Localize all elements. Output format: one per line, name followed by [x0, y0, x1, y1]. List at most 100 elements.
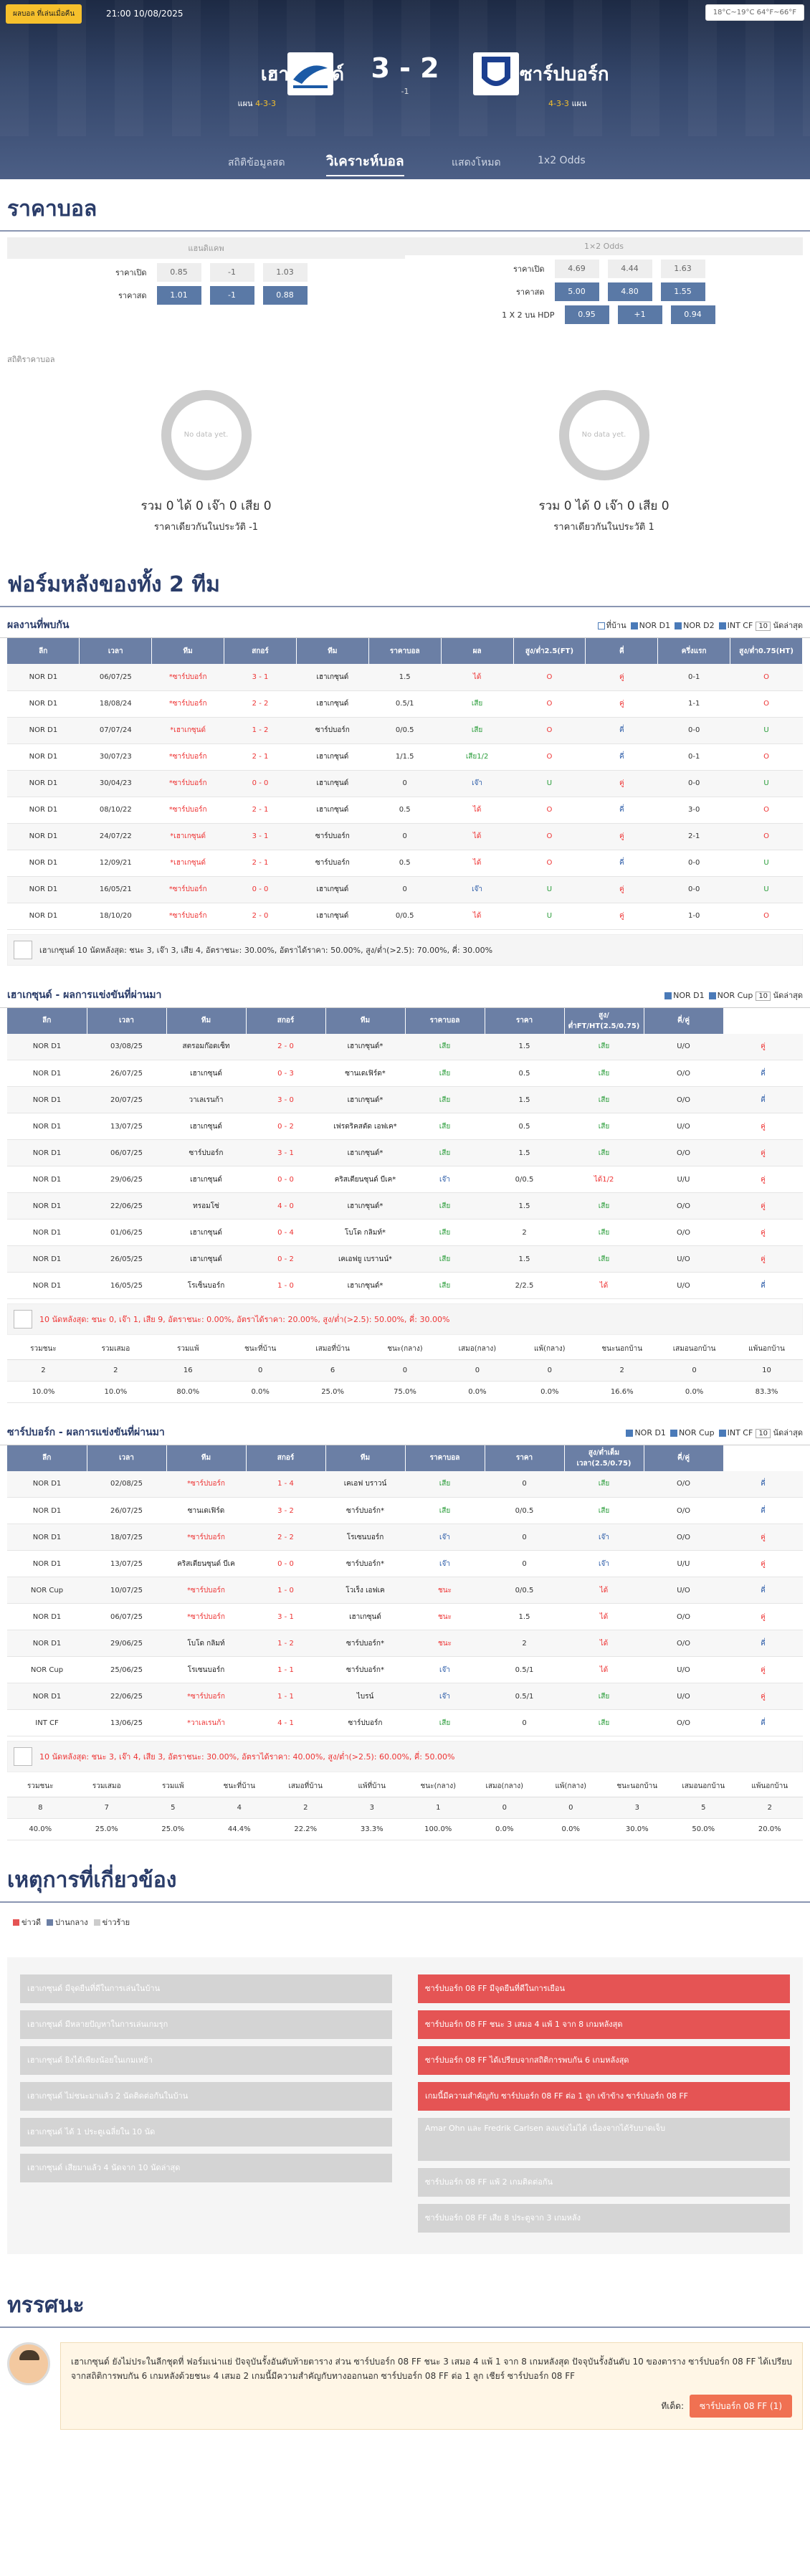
- match-row[interactable]: NOR Cup 25/06/25 โรเซนบอร์ก 1 - 1 ซาร์ปบอร์ก…: [7, 1656, 803, 1683]
- cell: ซาร์ปบอร์ก*: [325, 1497, 405, 1524]
- cell: 2 - 1: [224, 850, 297, 877]
- event-item: เฮาเกซุนด์ ไม่ชนะมาแล้ว 2 นัดติดต่อกันใน…: [20, 2081, 392, 2111]
- event-item: ซาร์ปบอร์ก 08 FF มีจุดยืนที่ดีในการเยือน: [418, 1974, 790, 2003]
- cell: U/U: [644, 1550, 723, 1577]
- cell: O/O: [644, 1219, 723, 1246]
- match-row[interactable]: INT CF 13/06/25 *วาเลเรนก้า 4 - 1 ซาร์ปบอร์ก…: [7, 1709, 803, 1736]
- match-row[interactable]: NOR D1 26/07/25 ซานเดเฟิร์ด 3 - 2 ซาร์ปบอร์ก…: [7, 1497, 803, 1524]
- cell: เฮาเกซุนด์*: [325, 1086, 405, 1113]
- cell: 07/07/24: [79, 717, 152, 744]
- cell: U: [730, 876, 803, 903]
- match-row[interactable]: NOR D1 22/06/25 ทรอมโซ่ 4 - 0 เฮาเกซุนด์* เสี…: [7, 1192, 803, 1220]
- match-row[interactable]: NOR D1 18/10/20 *ซาร์ปบอร์ก 2 - 0 เฮาเกซุนด์…: [7, 903, 803, 930]
- match-row[interactable]: NOR D1 26/05/25 เฮาเกซุนด์ 0 - 2 เคเอฟยู เบร…: [7, 1245, 803, 1273]
- cell: NOR D1: [7, 850, 80, 877]
- cell: 18/07/25: [87, 1524, 166, 1551]
- odds-stats-title: สถิติราคาบอล: [7, 355, 55, 364]
- cell: NOR D1: [7, 1166, 87, 1193]
- match-row[interactable]: NOR D1 13/07/25 เฮาเกซุนด์ 0 - 2 เฟรดริคสตัด…: [7, 1113, 803, 1140]
- match-row[interactable]: NOR D1 08/10/22 *ซาร์ปบอร์ก 2 - 1 เฮาเกซุนด์…: [7, 797, 803, 824]
- col-header: ราคาบอล: [368, 638, 442, 664]
- match-row[interactable]: NOR D1 18/08/24 *ซาร์ปบอร์ก 2 - 2 เฮาเกซุนด์…: [7, 690, 803, 718]
- cell: คู่: [723, 1033, 803, 1060]
- match-row[interactable]: NOR D1 24/07/22 *เฮาเกซุนด์ 3 - 1 ซาร์ปบอร์ก…: [7, 823, 803, 850]
- cell: 2: [485, 1630, 564, 1657]
- col-header: ทีม: [151, 638, 225, 664]
- match-row[interactable]: NOR D1 06/07/25 *ซาร์ปบอร์ก 3 - 1 เฮาเกซุนด์…: [7, 1603, 803, 1630]
- cell: เฮาเกซุนด์: [166, 1113, 246, 1140]
- odds-chart-right: No data yet. รวม 0 ได้ 0 เจ๊า 0 เสีย 0 ราค…: [405, 369, 803, 555]
- match-row[interactable]: NOR D1 22/06/25 *ซาร์ปบอร์ก 1 - 1 ไบรน์ เจ๊า 0…: [7, 1683, 803, 1710]
- away-form-table: ลีก เวลา ทีม สกอร์ ทีม ราคาบอล ราคา สูง/ต่ำเต็ม…: [7, 1445, 803, 1736]
- cell: คี่: [723, 1086, 803, 1113]
- home-stats-table: รวมชนะ รวมเสมอ รวมแพ้ ชนะที่บ้าน เสมอที่บ้าน…: [7, 1339, 803, 1403]
- tab-analysis[interactable]: วิเคราะห์บอล: [326, 151, 404, 176]
- cell: U/O: [644, 1033, 723, 1060]
- cell: 2-1: [657, 823, 730, 850]
- match-row[interactable]: NOR D1 06/07/25 ซาร์ปบอร์ก 3 - 1 เฮาเกซุนด์*…: [7, 1139, 803, 1166]
- cell: เจ๊า: [564, 1524, 644, 1551]
- cell: U/O: [644, 1683, 723, 1710]
- cell: 0-0: [657, 876, 730, 903]
- cell: *ซาร์ปบอร์ก: [151, 903, 224, 930]
- cell: 1/1.5: [368, 743, 442, 771]
- cell: 1.5: [485, 1192, 564, 1220]
- cell: U/O: [644, 1577, 723, 1604]
- away-form-bar: ซาร์ปบอร์ก - ผลการแข่งขันที่ผ่านมา NOR D…: [0, 1420, 810, 1445]
- tab-lineup[interactable]: แสดงโหมด: [452, 157, 501, 168]
- away-team-logo[interactable]: [473, 52, 519, 95]
- match-row[interactable]: NOR D1 18/07/25 *ซาร์ปบอร์ก 2 - 2 โรเซนบอร์ก…: [7, 1524, 803, 1551]
- pick-button[interactable]: ซาร์ปบอร์ก 08 FF (1): [690, 2394, 792, 2418]
- cell: เสีย: [564, 1086, 644, 1113]
- cell: เสีย: [405, 1192, 485, 1220]
- cell: 2 - 0: [224, 903, 297, 930]
- match-row[interactable]: NOR D1 03/08/25 สตรอมก๊อดเซ็ท 2 - 0 เฮาเกซุน…: [7, 1033, 803, 1060]
- tab-1x2-odds[interactable]: 1x2 Odds: [538, 155, 586, 166]
- cell: O/O: [644, 1086, 723, 1113]
- cell: ได้1/2: [564, 1166, 644, 1193]
- col-header: ลีก: [7, 638, 80, 664]
- match-row[interactable]: NOR D1 02/08/25 *ซาร์ปบอร์ก 1 - 4 เคเอฟ บราว…: [7, 1470, 803, 1498]
- match-row[interactable]: NOR D1 13/07/25 คริสเตียนซุนด์ บีเค 0 - 0 ซา…: [7, 1550, 803, 1577]
- match-row[interactable]: NOR D1 26/07/25 เฮาเกซุนด์ 0 - 3 ซานเดเฟิร์ด…: [7, 1060, 803, 1087]
- 1x2-header: 1×2 Odds: [405, 237, 803, 255]
- match-row[interactable]: NOR D1 16/05/25 โรเซ็นบอร์ก 1 - 0 เฮาเกซุนด์…: [7, 1272, 803, 1299]
- cell: NOR D1: [7, 690, 80, 718]
- analyst-avatar: [7, 2342, 50, 2385]
- match-row[interactable]: NOR D1 20/07/25 วาเลเรนก้า 3 - 0 เฮาเกซุนด์*…: [7, 1086, 803, 1113]
- match-row[interactable]: NOR D1 29/06/25 โบโด กลิมท์ 1 - 2 ซาร์ปบอร์ก…: [7, 1630, 803, 1657]
- cell: U: [730, 770, 803, 797]
- match-row[interactable]: NOR D1 01/06/25 เฮาเกซุนด์ 0 - 4 โบโด กลิมท์…: [7, 1219, 803, 1246]
- tab-live-stats[interactable]: สถิติข้อมูลสด: [228, 157, 285, 168]
- cell: เฮาเกซุนด์: [166, 1060, 246, 1087]
- event-item: เฮาเกซุนด์ ได้ 1 ประตูเฉลี่ยใน 10 นัด: [20, 2117, 392, 2147]
- cell: เจ๊า: [405, 1656, 485, 1683]
- cell: 24/07/22: [79, 823, 152, 850]
- match-row[interactable]: NOR D1 16/05/21 *ซาร์ปบอร์ก 0 - 0 เฮาเกซุนด์…: [7, 876, 803, 903]
- cell: 08/10/22: [79, 797, 152, 824]
- cell: U: [730, 850, 803, 877]
- cell: O: [730, 690, 803, 718]
- match-row[interactable]: NOR D1 30/07/23 *ซาร์ปบอร์ก 2 - 1 เฮาเกซุนด์…: [7, 743, 803, 771]
- match-row[interactable]: NOR D1 07/07/24 *เฮาเกซุนด์ 1 - 2 ซาร์ปบอร์ก…: [7, 717, 803, 744]
- cell: โบโด กลิมท์*: [325, 1219, 405, 1246]
- events-legend: ข่าวดี ปานกลาง ข่าวร้าย: [0, 1909, 810, 1936]
- match-row[interactable]: NOR Cup 10/07/25 *ซาร์ปบอร์ก 1 - 0 โวเร็ง เอ…: [7, 1577, 803, 1604]
- match-row[interactable]: NOR D1 29/06/25 เฮาเกซุนด์ 0 - 0 คริสเตียนซุ…: [7, 1166, 803, 1193]
- cell: 1-0: [657, 903, 730, 930]
- cell: 2 - 2: [224, 690, 297, 718]
- match-row[interactable]: NOR D1 30/04/23 *ซาร์ปบอร์ก 0 - 0 เฮาเกซุนด์…: [7, 770, 803, 797]
- home-team-logo[interactable]: [287, 52, 333, 95]
- cell: 0 - 4: [246, 1219, 325, 1246]
- cell: 0.5/1: [485, 1683, 564, 1710]
- last-night-results-button[interactable]: ผลบอล ที่เล่นเมื่อคืน: [6, 4, 82, 24]
- cell: เสีย: [405, 1219, 485, 1246]
- away-team-name[interactable]: ซาร์ปบอร์ก: [520, 64, 609, 85]
- col-header: ราคา: [485, 1445, 565, 1471]
- cell: คี่: [585, 850, 658, 877]
- cell: NOR D1: [7, 1630, 87, 1657]
- match-row[interactable]: NOR D1 12/09/21 *เฮาเกซุนด์ 2 - 1 ซาร์ปบอร์ก…: [7, 850, 803, 877]
- match-row[interactable]: NOR D1 06/07/25 *ซาร์ปบอร์ก 3 - 1 เฮาเกซุนด์…: [7, 664, 803, 691]
- cell: 0.5: [485, 1060, 564, 1087]
- cell: U/O: [644, 1113, 723, 1140]
